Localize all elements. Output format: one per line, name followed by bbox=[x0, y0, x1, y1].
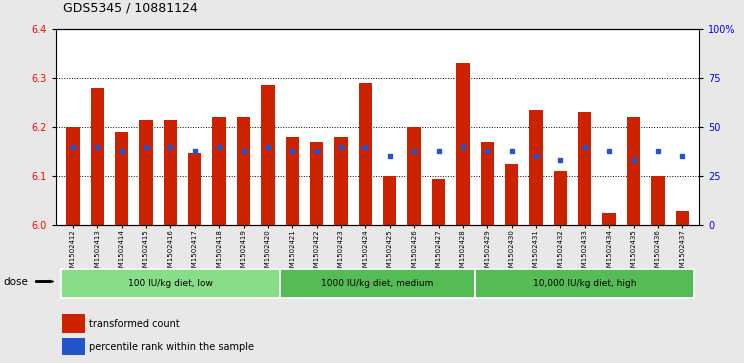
Bar bbox=[237, 117, 250, 225]
Bar bbox=[627, 117, 641, 225]
Bar bbox=[554, 171, 567, 225]
Bar bbox=[603, 213, 616, 225]
Bar bbox=[456, 63, 469, 225]
Bar bbox=[62, 314, 86, 333]
Text: 1000 IU/kg diet, medium: 1000 IU/kg diet, medium bbox=[321, 279, 434, 287]
Text: transformed count: transformed count bbox=[89, 319, 180, 329]
Bar bbox=[359, 83, 372, 225]
Bar bbox=[188, 152, 202, 225]
Text: 10,000 IU/kg diet, high: 10,000 IU/kg diet, high bbox=[533, 279, 637, 287]
Bar bbox=[115, 132, 128, 225]
Bar bbox=[432, 179, 445, 225]
Bar bbox=[383, 176, 397, 225]
Bar bbox=[578, 112, 591, 225]
Bar bbox=[62, 338, 86, 355]
Bar bbox=[310, 142, 324, 225]
Bar bbox=[481, 142, 494, 225]
Bar bbox=[408, 127, 421, 225]
Bar bbox=[139, 120, 153, 225]
Bar bbox=[651, 176, 664, 225]
Bar bbox=[91, 88, 104, 225]
Bar bbox=[505, 164, 519, 225]
Text: dose: dose bbox=[4, 277, 28, 286]
Text: 100 IU/kg diet, low: 100 IU/kg diet, low bbox=[128, 279, 213, 287]
Bar bbox=[164, 120, 177, 225]
Bar bbox=[334, 137, 347, 225]
Bar bbox=[261, 85, 275, 225]
Bar bbox=[61, 269, 280, 298]
Bar bbox=[475, 269, 694, 298]
Bar bbox=[66, 127, 80, 225]
Text: GDS5345 / 10881124: GDS5345 / 10881124 bbox=[63, 1, 198, 15]
Bar bbox=[529, 110, 542, 225]
Bar bbox=[286, 137, 299, 225]
Bar bbox=[213, 117, 226, 225]
Text: percentile rank within the sample: percentile rank within the sample bbox=[89, 342, 254, 352]
Bar bbox=[280, 269, 475, 298]
Bar bbox=[676, 211, 689, 225]
